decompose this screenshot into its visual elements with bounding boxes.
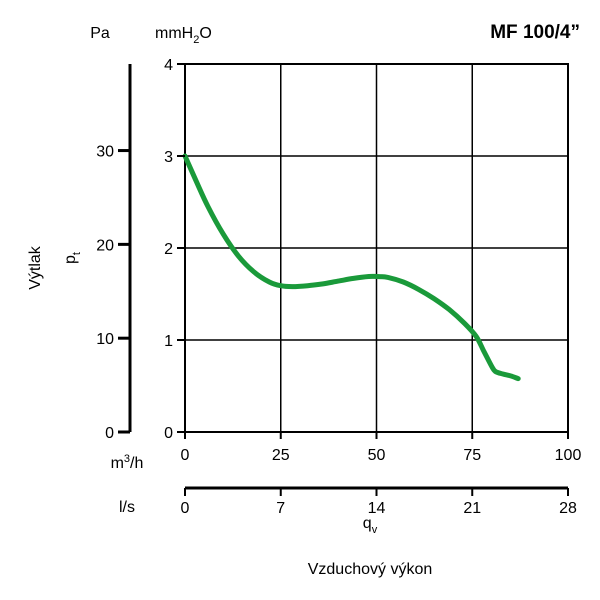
ls-tick-label: 21 (463, 500, 481, 517)
x-primary-unit: m3/h (111, 453, 144, 472)
y-tick-label: 0 (164, 425, 173, 442)
pa-scale: 0 10 20 30 (96, 64, 132, 442)
y-tick-label: 2 (164, 241, 173, 258)
plot-area (182, 63, 569, 433)
pa-tick-label: 20 (96, 237, 114, 254)
y-axis-title: Výtlak (27, 245, 44, 290)
y-tick-label: 1 (164, 333, 173, 350)
pa-tick-label: 10 (96, 331, 114, 348)
ls-tick-label: 28 (559, 500, 577, 517)
x-tick-label: 0 (181, 447, 190, 464)
x-tick-label: 50 (368, 447, 386, 464)
y-tick-label: 3 (164, 149, 173, 166)
chart-title: MF 100/4” (490, 22, 580, 43)
series-line (182, 153, 521, 382)
mmh2o-unit-label: mmH2O (155, 25, 212, 46)
x-secondary-unit: l/s (119, 499, 135, 516)
x-tick-label: 75 (463, 447, 481, 464)
y-tick-label: 4 (164, 57, 173, 74)
x-tick-label: 100 (555, 447, 582, 464)
pa-tick-label: 30 (96, 144, 114, 161)
pa-tick-label: 0 (105, 425, 114, 442)
x-tick-label: 25 (272, 447, 290, 464)
ls-scale: 0 7 14 21 28 (181, 486, 577, 517)
ls-tick-label: 7 (276, 500, 285, 517)
y-tick-labels: 0 1 2 3 4 (164, 57, 185, 442)
x-axis-symbol: qv (363, 515, 378, 536)
ls-tick-label: 14 (368, 500, 386, 517)
pa-unit-label: Pa (90, 25, 110, 42)
x-tick-labels: 0 25 50 75 100 (181, 432, 582, 464)
ls-tick-label: 0 (181, 500, 190, 517)
y-axis-symbol: pt (62, 252, 83, 264)
x-axis-title: Vzduchový výkon (308, 561, 433, 578)
